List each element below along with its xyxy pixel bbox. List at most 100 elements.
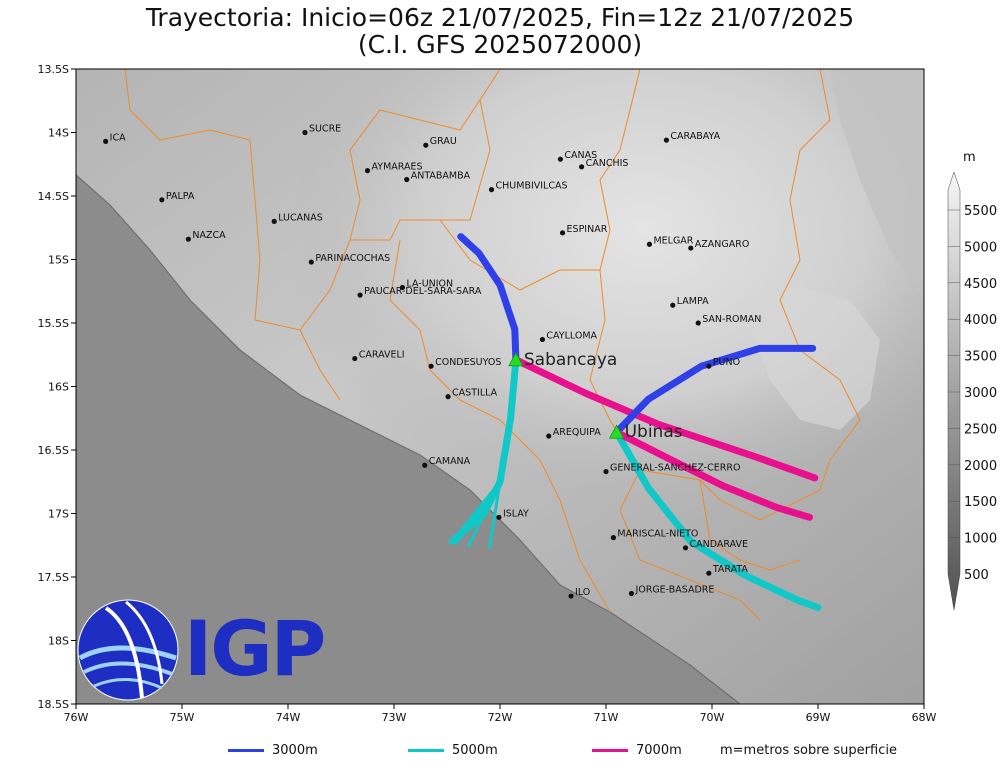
boundaries [124, 69, 861, 621]
city-label: PARINACOCHAS [315, 253, 390, 264]
city-dot [568, 593, 574, 599]
city-label: CANDARAVE [690, 539, 749, 550]
city-dot [428, 363, 434, 369]
coastline [76, 174, 741, 704]
city-label: JORGE-BASADRE [634, 585, 714, 596]
city-la-union: LA-UNION [399, 278, 453, 291]
city-canas: CANAS [557, 150, 597, 162]
city-candarave: CANDARAVE [682, 539, 749, 551]
legend: 3000m 5000m 7000m m=metros sobre superfi… [0, 740, 1000, 762]
x-tick-label: 76W [64, 711, 89, 724]
trajectory-ubinas-3000m [613, 344, 817, 436]
city-label: ANTABAMBA [411, 170, 471, 181]
y-tick-label: 15S [48, 254, 69, 267]
city-castilla: CASTILLA [445, 388, 498, 400]
city-paucar-del-sara-sara: PAUCAR-DEL-SARA-SARA [357, 286, 482, 298]
city-camana: CAMANA [422, 456, 471, 468]
city-label: CASTILLA [452, 388, 498, 399]
city-dot [488, 187, 495, 193]
city-dot [185, 236, 191, 242]
trajectory-ubinas-7000m [613, 428, 813, 521]
city-label: AREQUIPA [553, 427, 601, 438]
city-label: CHUMBIVILCAS [496, 181, 568, 192]
city-label: CANCHIS [586, 158, 629, 169]
axis-ticks: 76W 75W 74W 73W 72W 71W 70W 69W 68W 13.5S 14S 14.5S… [38, 63, 937, 724]
y-tick-label: 18S [48, 635, 69, 648]
y-tick-label: 18.5S [38, 698, 69, 711]
city-dot [357, 292, 363, 298]
map-title: Trayectoria: Inicio=06z 21/07/2025, Fin=… [0, 4, 1000, 58]
colorbar-label: 2000 [964, 459, 997, 474]
x-tick-label: 72W [488, 711, 513, 724]
city-jorge-basadre: JORGE-BASADRE [628, 585, 714, 597]
city-aymaraes: AYMARAES [364, 162, 423, 174]
x-tick-label: 71W [594, 711, 619, 724]
y-tick-label: 14.5S [38, 190, 69, 203]
eastern-slope [830, 69, 924, 300]
city-dot [422, 462, 428, 468]
city-palpa: PALPA [159, 191, 195, 203]
city-dot [404, 176, 410, 183]
legend-label-7000m: 7000m [636, 743, 682, 758]
y-tick-label: 17S [48, 508, 69, 521]
city-mariscal-nieto: MARISCAL-NIETO [610, 529, 698, 541]
city-canchis: CANCHIS [579, 158, 628, 170]
city-parinacochas: PARINACOCHAS [308, 253, 390, 265]
city-dot [706, 363, 712, 369]
colorbar-label: 5000 [964, 240, 997, 255]
city-label: GENERAL-SANCHEZ-CERRO [610, 463, 740, 474]
city-label: PUNO [713, 357, 740, 368]
colorbar-label: 4500 [964, 277, 997, 292]
city-label: LAMPA [677, 296, 709, 307]
city-dot [364, 168, 371, 174]
trajectory-fan-line [487, 481, 502, 550]
coastal-lowland [76, 175, 740, 704]
city-ica: ICA [103, 132, 126, 144]
city-dot [579, 164, 585, 170]
city-tarata: TARATA [706, 564, 748, 576]
city-dot [159, 197, 165, 203]
legend-swatch-3000m [228, 749, 264, 752]
trajectory-map: 76W 75W 74W 73W 72W 71W 70W 69W 68W 13.5S 14S 14.5S… [38, 63, 998, 724]
colorbar-label: 4000 [964, 313, 997, 328]
city-label: ESPINAR [567, 224, 608, 235]
city-arequipa: AREQUIPA [546, 427, 601, 439]
igp-logo: IGP [76, 598, 336, 704]
city-label: CAMANA [429, 456, 471, 467]
city-condesuyos: CONDESUYOS [428, 357, 501, 369]
city-dot [610, 535, 617, 541]
colorbar-label: 3000 [964, 386, 997, 401]
volcano-label: Ubinas [625, 422, 683, 442]
city-label: CARAVELI [359, 350, 405, 361]
city-label: MARISCAL-NIETO [617, 529, 698, 540]
city-lucanas: LUCANAS [271, 212, 323, 224]
elevation-colorbar: m 500 1000 1500 2000 2500 3000 3500 4000 4500 500… [947, 150, 997, 611]
x-tick-label: 73W [382, 711, 407, 724]
city-label: LA-UNION [406, 278, 453, 289]
colorbar-label: 2500 [964, 422, 997, 437]
city-dot [399, 284, 406, 291]
city-label: CAYLLOMA [546, 331, 597, 342]
trajectory-fan-line [454, 480, 502, 545]
igp-logo-text: IGP [184, 604, 326, 693]
legend-label-3000m: 3000m [272, 743, 318, 758]
city-general-sanchez-cerro: GENERAL-SANCHEZ-CERRO [603, 463, 740, 475]
x-tick-label: 75W [170, 711, 195, 724]
x-tick-label: 68W [912, 711, 937, 724]
trajectory-sabancaya-3000m [457, 233, 520, 364]
city-dot [559, 230, 566, 236]
city-dot [663, 137, 670, 143]
city-label: AYMARAES [372, 162, 423, 173]
city-label: SUCRE [309, 124, 341, 135]
legend-swatch-5000m [408, 749, 444, 752]
title-line-1: Trayectoria: Inicio=06z 21/07/2025, Fin=… [145, 3, 855, 32]
colorbar-scale [947, 171, 961, 611]
city-dot [682, 545, 689, 551]
y-tick-label: 16S [48, 381, 69, 394]
colorbar-label: 500 [964, 568, 989, 583]
y-tick-label: 15.5S [38, 317, 69, 330]
city-label: ICA [110, 132, 126, 143]
volcano-label: Sabancaya [524, 350, 617, 370]
city-dot [423, 142, 429, 148]
